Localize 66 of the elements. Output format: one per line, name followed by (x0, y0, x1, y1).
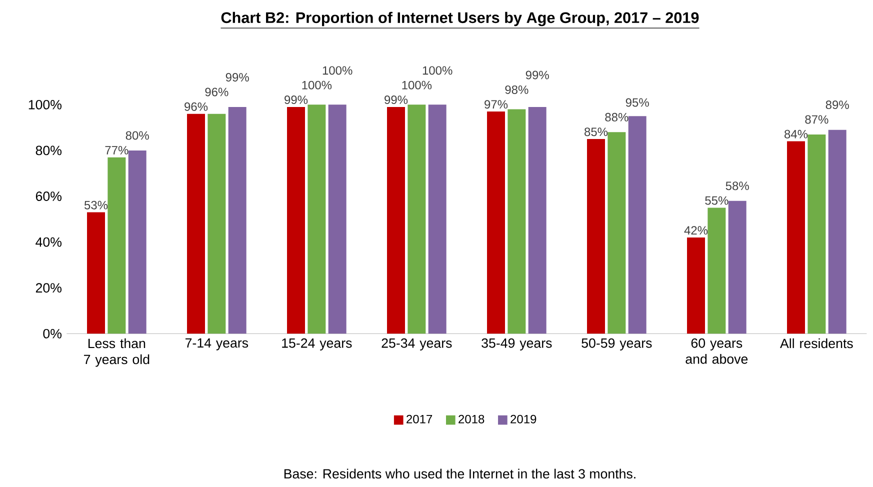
bar (728, 200, 746, 334)
data-label: 99% (384, 96, 408, 104)
bar (487, 112, 506, 334)
data-label: 84% (784, 130, 808, 138)
data-label: 58% (726, 182, 749, 190)
bar (108, 157, 126, 334)
x-tick-label: All residents (780, 338, 853, 348)
chart-title: Chart B2: Proportion of Internet Users by Age Group, 2017 – 2019 (221, 12, 699, 26)
data-label: 77% (105, 146, 128, 154)
data-label: 98% (505, 85, 528, 94)
bar (228, 106, 246, 334)
data-label: 95% (626, 98, 649, 107)
data-label: 96% (184, 102, 208, 111)
bar (528, 106, 546, 334)
bar (328, 104, 346, 334)
bar (187, 114, 206, 334)
data-label: 55% (705, 196, 728, 205)
data-label: 97% (484, 100, 508, 109)
bar (87, 212, 106, 334)
data-label: 100% (422, 66, 452, 75)
data-label: 100% (322, 66, 352, 75)
bar (587, 139, 606, 334)
data-label: 87% (805, 115, 828, 124)
y-tick-label: 40% (36, 237, 62, 247)
x-tick-label: 7-14 years (185, 338, 248, 350)
bar (308, 104, 326, 334)
y-tick-label: 20% (36, 283, 62, 293)
bar (428, 104, 446, 334)
x-tick-label: 15-24 years (282, 338, 352, 350)
bar (787, 141, 806, 334)
legend-label: 2017 (406, 414, 432, 424)
legend-label: 2018 (458, 414, 484, 424)
data-label: 89% (826, 100, 849, 110)
data-label: 85% (584, 128, 608, 136)
y-tick-label: 100% (28, 100, 62, 110)
y-tick-label: 60% (36, 192, 62, 201)
x-tick-label: 25-34 years (382, 338, 452, 350)
bar (687, 237, 706, 334)
data-label: 42% (684, 226, 708, 235)
data-label: 99% (284, 96, 308, 104)
x-tick-label: Less than 7 years old (84, 338, 150, 367)
data-label: 100% (402, 80, 432, 90)
y-tick-label: 80% (36, 146, 62, 156)
data-label: 80% (126, 131, 149, 140)
data-label: 100% (302, 80, 332, 90)
x-tick-label: 60 years and above (686, 338, 748, 364)
bar (408, 104, 426, 334)
bar (508, 109, 526, 334)
legend-label: 2019 (510, 414, 536, 424)
bar (208, 114, 226, 334)
bar (808, 134, 826, 334)
bar (608, 132, 626, 334)
x-tick-label: 50-59 years (582, 338, 652, 350)
data-label: 99% (526, 70, 549, 80)
data-label: 88% (605, 112, 628, 122)
bar (828, 130, 846, 334)
y-tick-label: 0% (43, 328, 62, 338)
bar (287, 106, 306, 334)
bar (708, 208, 726, 334)
data-label: 99% (226, 73, 249, 82)
bar (628, 116, 646, 334)
x-tick-label: 35-49 years (482, 338, 552, 350)
data-label: 96% (205, 88, 228, 96)
bar (387, 106, 406, 334)
text: Base: Residents who used the Internet in the last 3 months. (284, 468, 636, 479)
bar (128, 150, 146, 334)
